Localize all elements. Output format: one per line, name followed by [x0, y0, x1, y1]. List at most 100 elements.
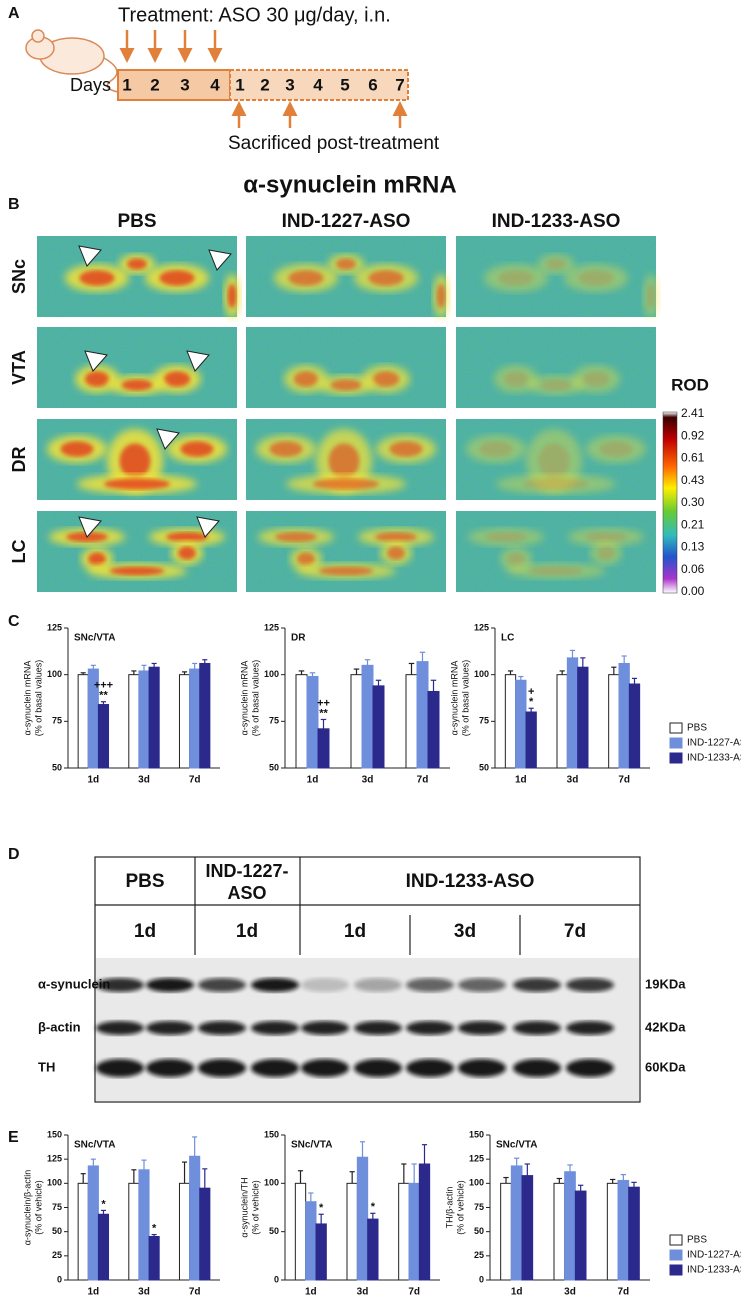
x-tick-label: 1d	[515, 775, 527, 786]
column-label: IND-1227-ASO	[282, 211, 411, 232]
signal-core	[372, 371, 400, 387]
signal-core	[269, 441, 303, 457]
blot-band	[458, 978, 506, 992]
y-tick-label: 150	[469, 1129, 484, 1139]
mouse-icon	[25, 29, 119, 93]
blot-band	[513, 1021, 561, 1035]
bar	[138, 670, 150, 769]
panel-label: C	[8, 613, 20, 630]
signal-core	[79, 270, 115, 286]
panel-label: B	[8, 196, 20, 213]
blot-band	[198, 1059, 246, 1077]
bar	[346, 1182, 358, 1281]
blot-band	[96, 978, 144, 992]
signal-core	[119, 443, 151, 479]
bar	[566, 657, 579, 769]
scale-label: 2.41	[681, 406, 705, 420]
blot-band	[146, 1021, 194, 1035]
x-tick-label: 3d	[564, 1287, 576, 1298]
signal-core	[646, 283, 656, 309]
bar	[418, 1163, 431, 1281]
y-tick-label: 100	[469, 1178, 484, 1188]
scale-label: 0.43	[681, 473, 705, 487]
significance: **	[319, 707, 328, 719]
blot-band	[354, 1059, 402, 1077]
signal-core	[163, 371, 191, 387]
signal-core	[375, 532, 417, 542]
bar	[577, 666, 589, 769]
y-tick-label: 50	[269, 762, 279, 772]
y-tick-label: 100	[47, 1178, 62, 1188]
blot-band	[251, 978, 299, 992]
time-label: 1d	[134, 921, 156, 942]
bar	[564, 1171, 576, 1281]
post-box	[229, 69, 409, 101]
blot-band	[251, 1021, 299, 1035]
day-number: 1	[122, 75, 131, 94]
bar	[295, 674, 308, 769]
signal-core	[330, 379, 362, 391]
image-noise	[246, 327, 446, 408]
scale-label: 0.06	[681, 562, 705, 576]
chart-title: SNc/VTA	[496, 1140, 538, 1151]
image-noise	[246, 511, 446, 592]
legend-swatch	[669, 1234, 683, 1246]
day-number: 4	[210, 75, 220, 94]
chart-title: SNc/VTA	[291, 1140, 333, 1151]
y-tick-label: 125	[469, 1154, 484, 1164]
signal-core	[293, 371, 319, 387]
bar	[294, 1182, 307, 1281]
y-tick-label: 125	[47, 622, 62, 632]
signal-core	[436, 283, 446, 309]
arrowhead	[78, 245, 102, 267]
bar	[617, 1179, 630, 1281]
day-number: 1	[235, 75, 244, 94]
y-axis-label: (% of vehicle)	[455, 1180, 465, 1235]
arrowhead	[196, 516, 220, 538]
y-axis-label: (% of basal values)	[33, 660, 43, 737]
signal-core	[109, 566, 165, 576]
blot-band	[198, 978, 246, 992]
y-tick-label: 50	[269, 1226, 279, 1236]
signal-core	[227, 283, 237, 309]
band-name: β-actin	[38, 1019, 81, 1034]
bar	[553, 1182, 566, 1281]
y-axis-label: (% of basal values)	[460, 660, 470, 737]
blot-band	[251, 1059, 299, 1077]
scale-label: 0.30	[681, 495, 705, 509]
treatment-arrows	[119, 30, 223, 63]
signal-core	[275, 532, 317, 542]
row-label: SNc	[9, 259, 29, 294]
row-label: VTA	[9, 350, 29, 385]
legend-swatch	[669, 722, 683, 734]
x-tick-label: 1d	[87, 1287, 99, 1298]
bar	[405, 674, 418, 769]
x-tick-label: 7d	[617, 1287, 629, 1298]
blot-band	[566, 1059, 614, 1077]
time-label: 7d	[564, 921, 586, 942]
signal-core	[318, 566, 374, 576]
y-tick-label: 25	[474, 1250, 484, 1260]
autoradiograph	[37, 419, 237, 500]
significance: *	[371, 1201, 376, 1213]
signal-core	[84, 371, 110, 387]
legend-swatch	[669, 752, 683, 764]
autoradiograph	[456, 511, 656, 592]
y-tick-label: 75	[474, 1202, 484, 1212]
signal-core	[313, 478, 379, 490]
signal-core	[599, 441, 633, 457]
bar	[574, 1190, 587, 1281]
bar	[97, 704, 110, 769]
significance: **	[99, 690, 108, 702]
x-tick-label: 7d	[408, 1287, 420, 1298]
autoradiograph	[456, 419, 656, 500]
x-tick-label: 7d	[189, 1287, 201, 1298]
blot-frame	[94, 856, 641, 1103]
x-tick-label: 3d	[567, 775, 579, 786]
bar	[408, 1182, 420, 1281]
y-axis-label: TH/β-actin	[444, 1187, 454, 1229]
x-tick-label: 7d	[417, 775, 429, 786]
signal-core	[485, 532, 527, 542]
bar	[510, 1165, 523, 1281]
blot-band	[513, 1059, 561, 1077]
